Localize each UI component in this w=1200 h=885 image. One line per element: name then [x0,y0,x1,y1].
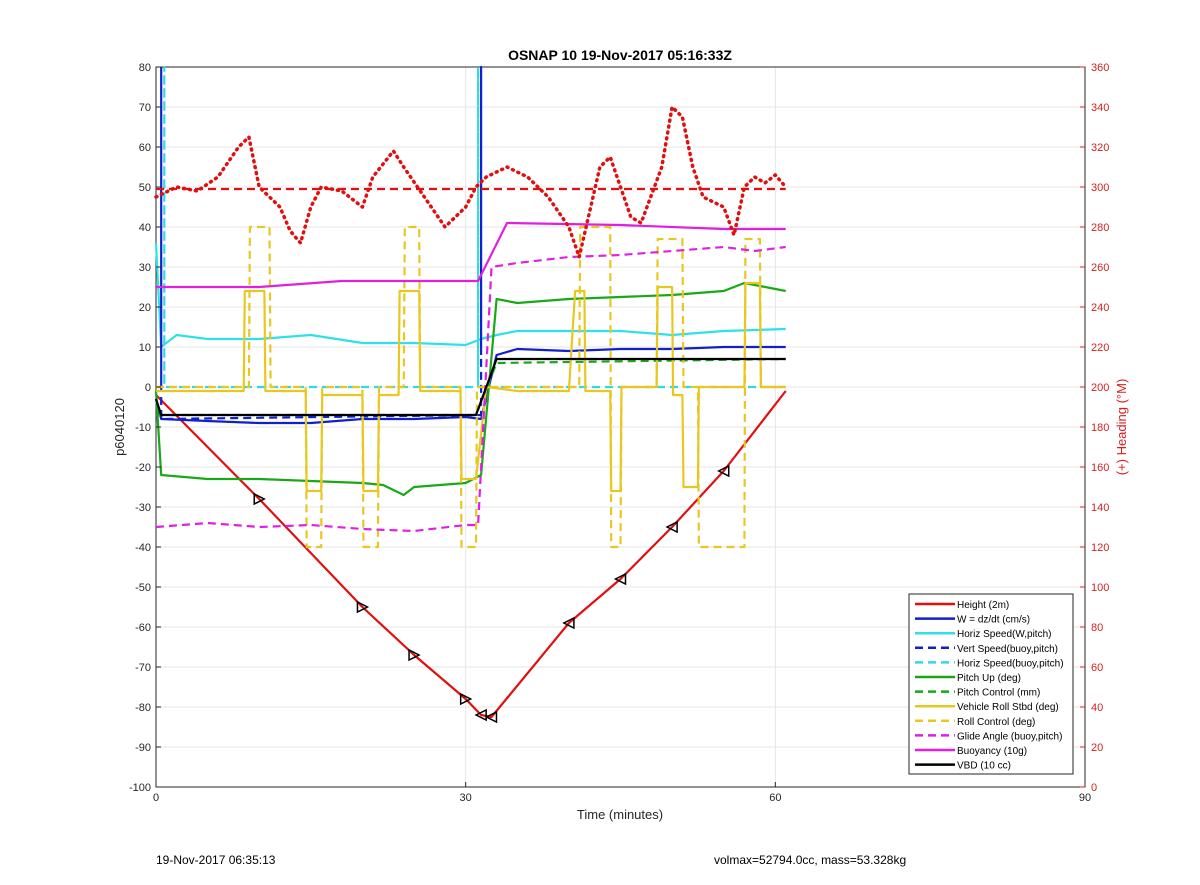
y-tick-label-13: 30 [139,262,151,274]
y2-tick-label-6: 120 [1091,542,1109,554]
legend-label-3: Vert Speed(buoy,pitch) [957,644,1058,655]
series-layer [154,65,788,724]
y2-axis-ticks: 0 20 40 60 80 100 120 140 160 180 200 220 240 260 280 3… [1080,62,1109,794]
y-tick-label-15: 50 [139,182,151,194]
series-line-5 [154,281,786,497]
y2-tick-label-0: 0 [1091,782,1097,794]
legend-label-1: W = dz/dt (cm/s) [957,615,1030,626]
height-marker-4 [459,692,473,706]
y2-tick-label-16: 320 [1091,142,1109,154]
height-marker-9 [665,520,678,534]
chart-title: OSNAP 10 19-Nov-2017 05:16:33Z [508,47,732,63]
legend-label-0: Height (2m) [957,600,1009,611]
y2-tick-label-15: 300 [1091,182,1109,194]
y-tick-label-6: -40 [135,542,151,554]
x-tick-label-0: 0 [153,792,159,804]
y2-tick-label-2: 40 [1091,702,1103,714]
series-line-7 [156,281,786,493]
series-line-9 [155,245,786,533]
y2-tick-label-17: 340 [1091,102,1109,114]
y-tick-label-4: -60 [135,622,151,634]
height-marker-6 [484,710,498,724]
height-marker-10 [717,464,730,478]
y-tick-label-2: -80 [135,702,151,714]
y2-tick-label-13: 260 [1091,262,1109,274]
series-line-1 [154,345,786,425]
legend-label-4: Horiz Speed(buoy,pitch) [957,658,1064,669]
legend-label-8: Roll Control (deg) [957,717,1035,728]
legend-box [908,593,1074,775]
x-tick-label-3: 90 [1079,792,1091,804]
y-tick-label-0: -100 [129,782,151,794]
legend: Height (2m) W = dz/dt (cm/s) Horiz Speed(W… [908,593,1074,775]
y-tick-label-9: -10 [135,422,151,434]
series-line-0 [155,390,787,719]
series-line-11 [154,357,786,417]
y2-tick-label-4: 80 [1091,622,1103,634]
y2-tick-label-5: 100 [1091,582,1109,594]
y-tick-label-12: 20 [139,302,151,314]
y-tick-label-3: -70 [135,662,151,674]
y-axis-label: p6040120 [112,398,127,456]
height-marker-1 [253,492,266,506]
series-line-3 [160,65,483,421]
height-marker-3 [408,648,421,662]
y-tick-label-8: -20 [135,462,151,474]
y-tick-label-7: -30 [135,502,151,514]
series-line-13 [154,105,788,259]
y2-tick-label-18: 360 [1091,62,1109,74]
series-line-10 [156,221,786,289]
y2-tick-label-12: 240 [1091,302,1109,314]
y-tick-label-18: 80 [139,62,151,74]
series-line-8 [156,225,786,549]
y2-tick-label-11: 220 [1091,342,1109,354]
height-marker-7 [562,616,575,630]
y2-tick-label-3: 60 [1091,662,1103,674]
x-tick-label-1: 30 [460,792,472,804]
legend-label-9: Glide Angle (buoy,pitch) [957,731,1062,742]
legend-label-5: Pitch Up (deg) [957,673,1021,684]
y-tick-label-11: 10 [139,342,151,354]
x-axis-ticks: 0 30 60 90 [153,782,1091,804]
height-marker-5 [474,708,487,722]
y2-tick-label-7: 140 [1091,502,1109,514]
y2-tick-label-10: 200 [1091,382,1109,394]
series-line-2 [154,242,786,349]
legend-label-6: Pitch Control (mm) [957,688,1040,699]
x-axis-label: Time (minutes) [577,807,663,822]
y-tick-label-16: 60 [139,142,151,154]
height-marker-8 [613,572,627,586]
footer-timestamp: 19-Nov-2017 06:35:13 [156,853,276,867]
y2-tick-label-14: 280 [1091,222,1109,234]
y2-tick-label-8: 160 [1091,462,1109,474]
footer-mass-info: volmax=52794.0cc, mass=53.328kg [714,853,907,867]
legend-label-2: Horiz Speed(W,pitch) [957,629,1051,640]
height-marker-2 [356,600,370,614]
legend-label-11: VBD (10 cc) [957,761,1011,772]
legend-label-7: Vehicle Roll Stbd (deg) [957,702,1059,713]
y-tick-label-1: -90 [135,742,151,754]
y-axis-ticks: -100-90-80-70-60-50-40-30-20-10010203040… [129,62,161,794]
y2-axis-label: (+) Heading (°M) [1114,379,1129,476]
legend-label-10: Buoyancy (10g) [957,746,1027,757]
x-tick-label-2: 60 [769,792,781,804]
y2-tick-label-9: 180 [1091,422,1109,434]
y2-tick-label-1: 20 [1091,742,1103,754]
y-tick-label-5: -50 [135,582,151,594]
y-tick-label-14: 40 [139,222,151,234]
y-tick-label-10: 0 [145,382,151,394]
y-tick-label-17: 70 [139,102,151,114]
